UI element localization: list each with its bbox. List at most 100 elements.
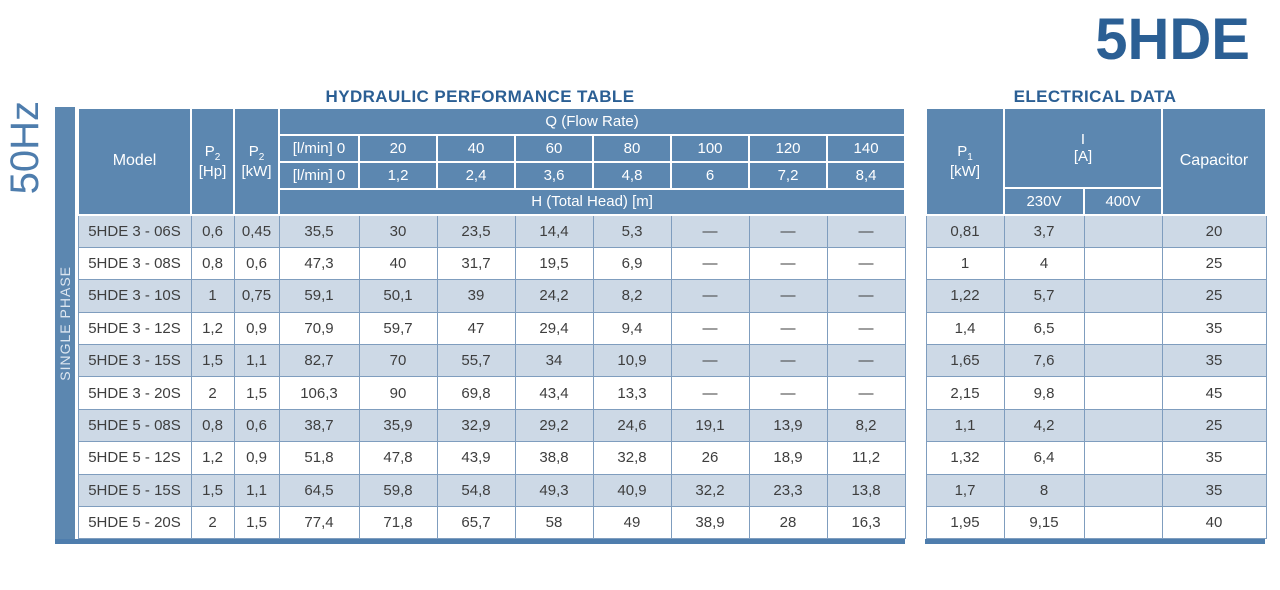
electrical-table-row: 1,22 5,7 25 bbox=[925, 279, 1267, 313]
head-value-cell: 13,3 bbox=[592, 376, 672, 410]
p2-kw-cell: 0,75 bbox=[233, 279, 280, 313]
current-230v-cell: 5,7 bbox=[1003, 279, 1085, 313]
voltage-230-header: 230V bbox=[1003, 187, 1085, 216]
p2-subscript: 2 bbox=[214, 151, 221, 163]
current-230v-cell: 4,2 bbox=[1003, 408, 1085, 443]
head-value-cell: 50,1 bbox=[358, 279, 438, 313]
current-400v-cell bbox=[1083, 344, 1163, 378]
voltage-400-header: 400V bbox=[1083, 187, 1163, 216]
model-cell: 5HDE 3 - 08S bbox=[77, 246, 192, 281]
flow-value-header: 1,2 bbox=[358, 161, 438, 190]
head-value-cell: 71,8 bbox=[358, 506, 438, 540]
p1-cell: 1,95 bbox=[925, 506, 1005, 540]
capacitor-cell: 45 bbox=[1161, 376, 1267, 410]
head-value-cell: 10,9 bbox=[592, 344, 672, 378]
flow-row2-unit-label: [l/min] 0 bbox=[278, 161, 360, 190]
flow-value-header: 7,2 bbox=[748, 161, 828, 190]
head-value-cell: 13,8 bbox=[826, 473, 906, 508]
h-total-head-group-header: H (Total Head) [m] bbox=[277, 188, 907, 216]
head-value-cell: 47 bbox=[436, 311, 516, 346]
model-cell: 5HDE 3 - 20S bbox=[77, 376, 192, 410]
capacitor-cell: 20 bbox=[1161, 214, 1267, 248]
hydraulic-table-row: 5HDE 3 - 10S 1 0,75 59,1 50,1 39 24,2 8,2— — — bbox=[77, 279, 906, 313]
hydraulic-performance-table: Model P2 [Hp] P2 [kW] Q (Flow Rate) [l/m… bbox=[77, 107, 907, 540]
electrical-table-row: 1 4 25 bbox=[925, 246, 1267, 281]
head-value-cell: 24,6 bbox=[592, 408, 672, 443]
head-value-cell: 9,4 bbox=[592, 311, 672, 346]
head-value-cell: 82,7 bbox=[278, 344, 360, 378]
flow-value-header: 8,4 bbox=[825, 161, 907, 190]
p2-hp-unit: [Hp] bbox=[198, 163, 227, 181]
head-value-cell: 16,3 bbox=[826, 506, 906, 540]
head-value-cell: — bbox=[826, 376, 906, 410]
capacitor-cell: 35 bbox=[1161, 473, 1267, 508]
single-phase-bar: SINGLE PHASE bbox=[55, 107, 75, 539]
head-value-cell: 34 bbox=[514, 344, 594, 378]
head-value-cell: 59,7 bbox=[358, 311, 438, 346]
model-cell: 5HDE 3 - 06S bbox=[77, 214, 192, 248]
hydraulic-table-row: 5HDE 3 - 20S 2 1,5 106,3 90 69,8 43,4 13,3— — — bbox=[77, 376, 906, 410]
head-value-cell: — bbox=[748, 344, 828, 378]
head-value-cell: — bbox=[670, 376, 750, 410]
head-value-cell: 49 bbox=[592, 506, 672, 540]
head-value-cell: 77,4 bbox=[278, 506, 360, 540]
head-value-cell: 19,5 bbox=[514, 246, 594, 281]
p1-cell: 1 bbox=[925, 246, 1005, 281]
model-column-header: Model bbox=[77, 107, 192, 216]
head-value-cell: 11,2 bbox=[826, 441, 906, 475]
flow-value-header: 2,4 bbox=[436, 161, 516, 190]
current-230v-cell: 8 bbox=[1003, 473, 1085, 508]
p2-hp-cell: 2 bbox=[190, 506, 235, 540]
single-phase-label: SINGLE PHASE bbox=[57, 265, 73, 381]
electrical-table-row: 1,1 4,2 25 bbox=[925, 408, 1267, 443]
current-400v-cell bbox=[1083, 408, 1163, 443]
p1-column-header: P1 [kW] bbox=[925, 107, 1005, 216]
head-value-cell: 28 bbox=[748, 506, 828, 540]
p1-cell: 1,7 bbox=[925, 473, 1005, 508]
current-unit: [A] bbox=[1073, 148, 1093, 165]
head-value-cell: 29,4 bbox=[514, 311, 594, 346]
head-value-cell: 70 bbox=[358, 344, 438, 378]
current-400v-cell bbox=[1083, 441, 1163, 475]
flow-value-header: 20 bbox=[358, 134, 438, 163]
model-cell: 5HDE 3 - 10S bbox=[77, 279, 192, 313]
head-value-cell: 38,8 bbox=[514, 441, 594, 475]
flow-value-header: 80 bbox=[592, 134, 672, 163]
head-value-cell: 26 bbox=[670, 441, 750, 475]
current-230v-cell: 6,4 bbox=[1003, 441, 1085, 475]
capacitor-cell: 25 bbox=[1161, 408, 1267, 443]
current-400v-cell bbox=[1083, 214, 1163, 248]
head-value-cell: — bbox=[826, 246, 906, 281]
head-value-cell: — bbox=[826, 311, 906, 346]
product-title: 5HDE bbox=[1095, 7, 1250, 72]
hydraulic-table-row: 5HDE 5 - 08S 0,8 0,6 38,7 35,9 32,9 29,2 24,6 19… bbox=[77, 408, 906, 443]
capacitor-cell: 35 bbox=[1161, 441, 1267, 475]
p1-cell: 1,65 bbox=[925, 344, 1005, 378]
p2-kw-cell: 0,9 bbox=[233, 311, 280, 346]
hydraulic-table-row: 5HDE 3 - 06S 0,6 0,45 35,5 30 23,5 14,4 5,3— — — bbox=[77, 214, 906, 248]
model-cell: 5HDE 5 - 15S bbox=[77, 473, 192, 508]
head-value-cell: 40,9 bbox=[592, 473, 672, 508]
p2-subscript: 2 bbox=[258, 151, 265, 163]
capacitor-cell: 35 bbox=[1161, 311, 1267, 346]
head-value-cell: 19,1 bbox=[670, 408, 750, 443]
head-value-cell: 59,8 bbox=[358, 473, 438, 508]
head-value-cell: 35,9 bbox=[358, 408, 438, 443]
flow-value-header: 60 bbox=[514, 134, 594, 163]
head-value-cell: 47,8 bbox=[358, 441, 438, 475]
current-group-header: I [A] bbox=[1003, 107, 1163, 189]
flow-value-header: 100 bbox=[670, 134, 750, 163]
p1-subscript: 1 bbox=[967, 151, 973, 163]
head-value-cell: 29,2 bbox=[514, 408, 594, 443]
electrical-table-row: 1,7 8 35 bbox=[925, 473, 1267, 508]
head-value-cell: 47,3 bbox=[278, 246, 360, 281]
head-value-cell: 32,9 bbox=[436, 408, 516, 443]
head-value-cell: 35,5 bbox=[278, 214, 360, 248]
p2-kw-unit: [kW] bbox=[241, 163, 272, 181]
model-cell: 5HDE 3 - 15S bbox=[77, 344, 192, 378]
head-value-cell: 65,7 bbox=[436, 506, 516, 540]
head-value-cell: 5,3 bbox=[592, 214, 672, 248]
head-value-cell: — bbox=[748, 246, 828, 281]
head-value-cell: — bbox=[826, 279, 906, 313]
head-value-cell: — bbox=[748, 214, 828, 248]
